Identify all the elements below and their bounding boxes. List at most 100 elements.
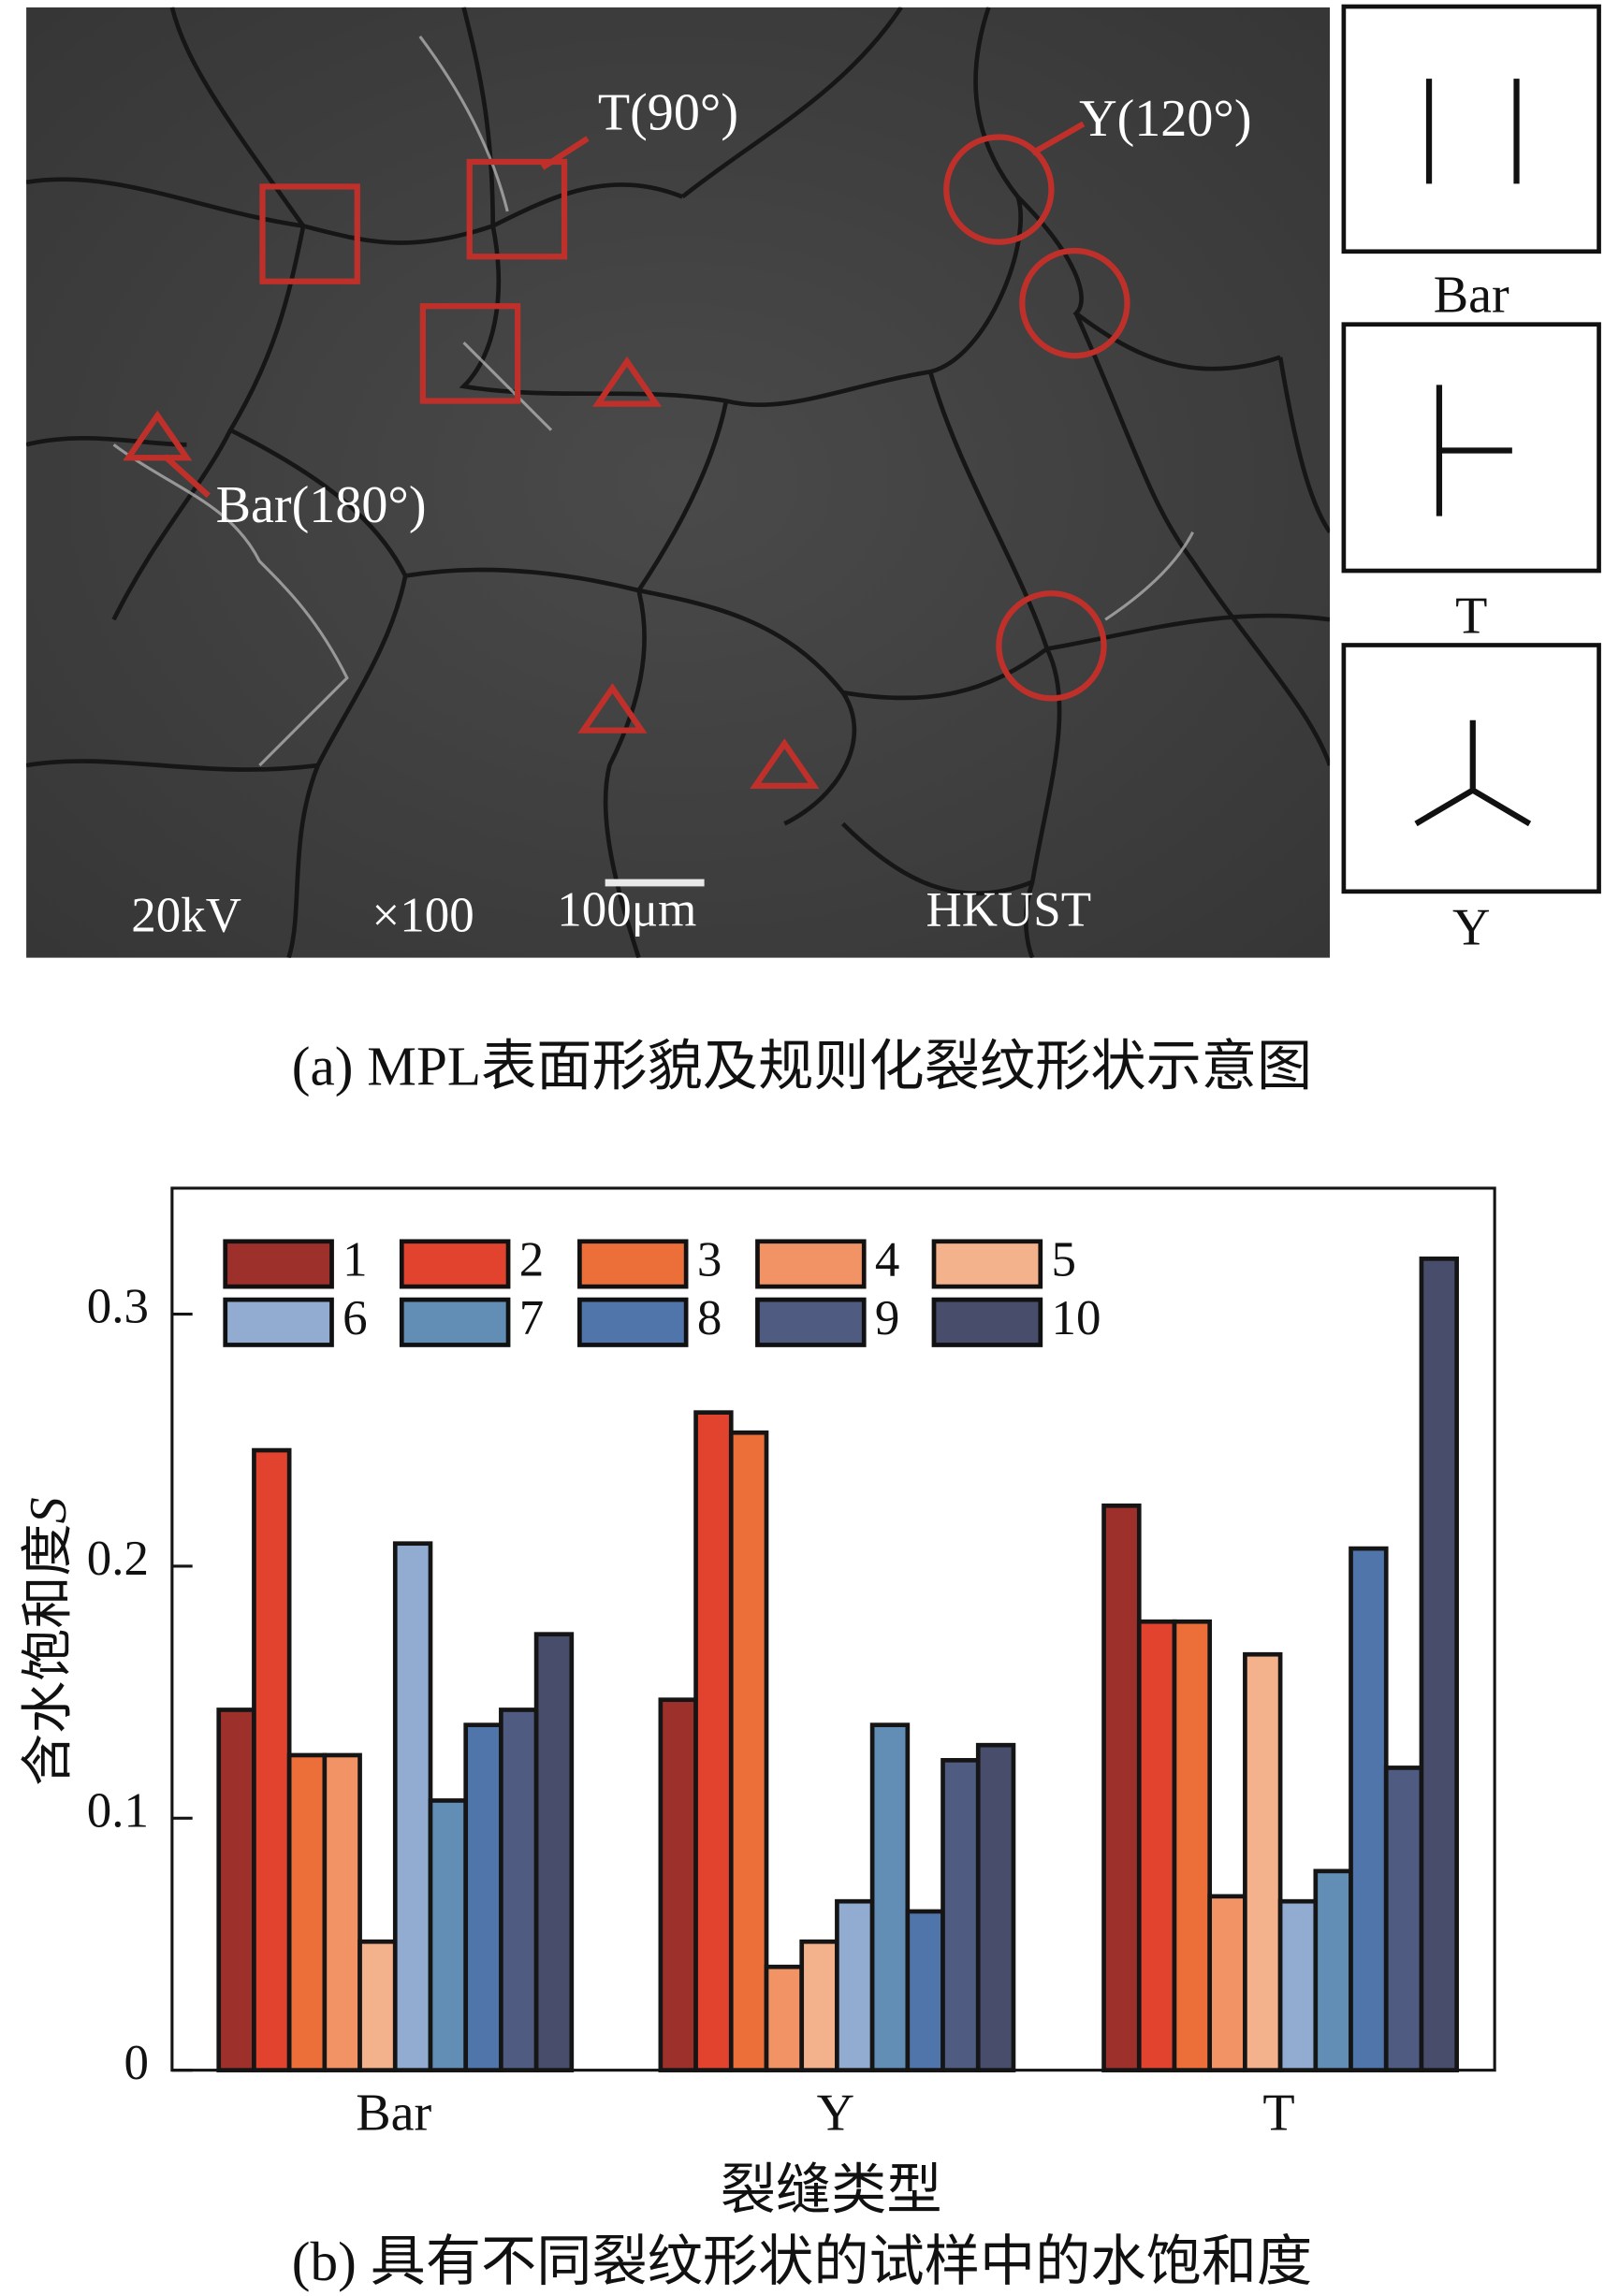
bar-leader-line	[162, 454, 211, 499]
y-shape-schematic	[1341, 643, 1601, 894]
bar-Y-series-1	[658, 1697, 698, 2072]
bar-Bar-series-6	[392, 1541, 433, 2072]
legend-label-8: 8	[696, 1291, 722, 1346]
t-shape-icon	[1436, 385, 1512, 516]
crack-network	[26, 7, 1331, 958]
bar-T-series-8	[1349, 1546, 1389, 2072]
legend-swatch-2	[399, 1239, 511, 1289]
bar-Y-series-4	[764, 1964, 805, 2072]
bar-Bar-series-1	[216, 1707, 256, 2072]
sem-highlights	[112, 36, 1195, 767]
bar-marker	[577, 682, 648, 734]
y-tick-label: 0.1	[86, 1784, 149, 1838]
bar-Bar-series-9	[499, 1707, 539, 2072]
bar-annotation-label: Bar(180°)	[215, 474, 427, 534]
legend-swatch-5	[931, 1239, 1043, 1289]
y-tick-label: 0	[124, 2036, 149, 2091]
legend-swatch-1	[223, 1239, 334, 1289]
bar-Bar-series-5	[357, 1939, 398, 2072]
figure-a-caption: (a) MPL表面形貌及规则化裂纹形状示意图	[291, 1036, 1313, 1098]
y-annotation-label: Y(120°)	[1079, 89, 1252, 148]
bar-marker	[123, 410, 193, 461]
bar-T-series-10	[1419, 1257, 1459, 2072]
legend-label-4: 4	[874, 1233, 900, 1287]
x-category-label: T	[1262, 2083, 1295, 2142]
sem-scale-label: 100μm	[557, 883, 697, 937]
bar-Bar-series-2	[252, 1447, 292, 2072]
sem-background	[26, 7, 1331, 958]
legend-label-3: 3	[696, 1233, 722, 1287]
y-leader-line	[1030, 121, 1086, 156]
bar-Y-series-6	[835, 1898, 875, 2072]
t-annotation-label: T(90°)	[597, 82, 739, 142]
x-category-label: Bar	[356, 2083, 432, 2142]
bar-Y-series-2	[693, 1410, 734, 2072]
bar-T-series-4	[1207, 1894, 1247, 2072]
legend-label-7: 7	[518, 1291, 545, 1346]
legend-label-2: 2	[518, 1233, 545, 1287]
legend-label-9: 9	[874, 1291, 900, 1346]
bar-Y-series-7	[869, 1722, 911, 2072]
bar-T-series-2	[1136, 1619, 1177, 2072]
bar-Bar-series-10	[533, 1632, 575, 2072]
sem-institution: HKUST	[926, 883, 1092, 937]
bar-Bar-series-7	[428, 1798, 469, 2072]
sem-magnification: ×100	[372, 889, 474, 944]
y-tick-label: 0.3	[86, 1280, 149, 1334]
y-junction-marker	[996, 590, 1107, 702]
x-axis-label: 裂缝类型	[720, 2160, 942, 2222]
t-junction-marker	[259, 183, 360, 284]
t-junction-marker	[419, 303, 521, 404]
bar-Y-series-8	[905, 1909, 945, 2072]
t-leader-line	[540, 136, 590, 170]
bar-Y-series-9	[941, 1758, 981, 2072]
legend-label-10: 10	[1051, 1291, 1101, 1346]
sem-micrograph	[26, 7, 1331, 958]
bar-shape-label: Bar	[1433, 265, 1509, 324]
annotation-marks	[123, 121, 1130, 789]
legend-label-5: 5	[1051, 1233, 1076, 1287]
x-category-label: Y	[816, 2083, 855, 2142]
legend-swatch-6	[223, 1297, 334, 1347]
figure-b-caption: (b) 具有不同裂纹形状的试样中的水饱和度	[291, 2231, 1313, 2294]
bar-Y-series-10	[975, 1742, 1016, 2072]
t-shape-schematic	[1341, 322, 1601, 574]
bar-marker	[591, 356, 663, 407]
legend-swatch-10	[931, 1297, 1043, 1347]
legend-swatch-3	[577, 1239, 689, 1289]
y-axis-title: 含水饱和度S	[6, 1481, 81, 1802]
bar-shape-schematic	[1341, 4, 1601, 254]
y-tick-label: 0.2	[86, 1532, 149, 1587]
bar-T-series-1	[1101, 1503, 1142, 2072]
sem-voltage: 20kV	[131, 889, 241, 944]
t-shape-label: T	[1455, 586, 1488, 645]
legend-swatch-9	[755, 1297, 867, 1347]
bar-T-series-9	[1383, 1766, 1424, 2072]
bar-shape-icon	[1425, 79, 1520, 184]
bar-T-series-6	[1277, 1898, 1319, 2072]
bar-T-series-3	[1172, 1619, 1213, 2072]
bar-Y-series-5	[799, 1939, 839, 2072]
y-shape-label: Y	[1451, 897, 1491, 957]
bar-marker	[750, 738, 820, 789]
y-shape-icon	[1414, 719, 1532, 827]
legend-label-1: 1	[343, 1233, 368, 1287]
t-junction-marker	[466, 158, 568, 260]
legend-swatch-7	[399, 1297, 511, 1347]
legend-label-6: 6	[343, 1291, 368, 1346]
bar-Bar-series-8	[463, 1722, 503, 2072]
bar-Bar-series-4	[322, 1752, 362, 2072]
y-axis-symbol: S	[19, 1497, 78, 1524]
bar-Bar-series-3	[286, 1752, 328, 2072]
bar-Y-series-3	[728, 1430, 769, 2072]
legend-swatch-8	[577, 1297, 689, 1347]
y-junction-marker	[1019, 247, 1130, 359]
scale-bar	[605, 879, 705, 887]
bar-T-series-5	[1243, 1651, 1283, 2072]
plot-frame	[170, 1186, 1496, 2072]
bar-T-series-7	[1313, 1868, 1353, 2072]
y-axis-label: 含水饱和度	[19, 1523, 78, 1786]
legend-swatch-4	[755, 1239, 867, 1289]
